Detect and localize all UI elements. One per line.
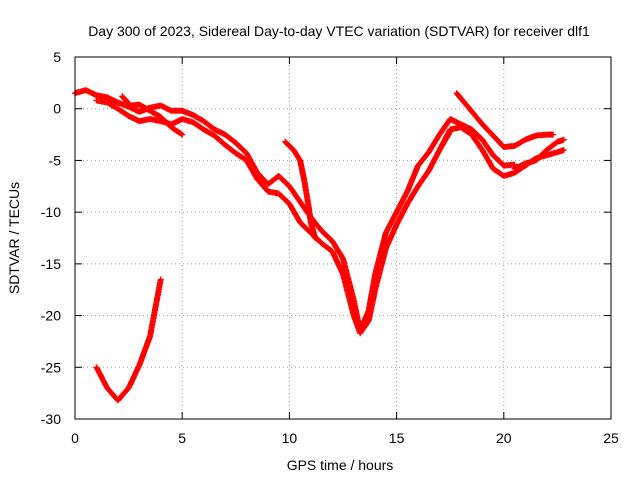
x-tick-label: 10 [282, 430, 298, 446]
data-series [72, 87, 567, 404]
x-tick-label: 15 [389, 430, 405, 446]
x-tick-label: 25 [603, 430, 619, 446]
series-track-bump-ten [282, 138, 319, 241]
y-tick-label: -25 [41, 359, 61, 375]
axis-ticks: 0 5 10 15 20 25 5 0 -5 -10 -15 -20 -25 -30 [41, 49, 619, 446]
y-tick-label: -20 [41, 308, 61, 324]
y-tick-label: -30 [41, 411, 61, 427]
y-tick-label: -5 [49, 152, 62, 168]
data-point-markers [511, 136, 567, 172]
x-axis-label: GPS time / hours [287, 457, 394, 473]
x-tick-label: 20 [496, 430, 512, 446]
y-axis-label: SDTVAR / TECUs [6, 182, 22, 294]
series-track-late-lower [511, 136, 567, 172]
data-point-markers [453, 90, 557, 150]
x-tick-label: 5 [178, 430, 186, 446]
data-point-markers [93, 97, 454, 337]
y-tick-label: 5 [53, 49, 61, 65]
chart-title: Day 300 of 2023, Sidereal Day-to-day VTE… [88, 23, 590, 39]
data-point-markers [119, 93, 186, 138]
x-tick-label: 0 [71, 430, 79, 446]
y-tick-label: -10 [41, 204, 61, 220]
series-track-main-lower [93, 97, 454, 337]
series-track-hump-short [119, 93, 186, 138]
plot-frame [74, 56, 612, 420]
y-tick-label: -15 [41, 256, 61, 272]
y-tick-label: 0 [53, 101, 61, 117]
series-track-late-upper [453, 90, 557, 150]
data-point-markers [93, 276, 164, 404]
series-track-arc-early [93, 276, 164, 404]
data-point-markers [282, 138, 319, 241]
